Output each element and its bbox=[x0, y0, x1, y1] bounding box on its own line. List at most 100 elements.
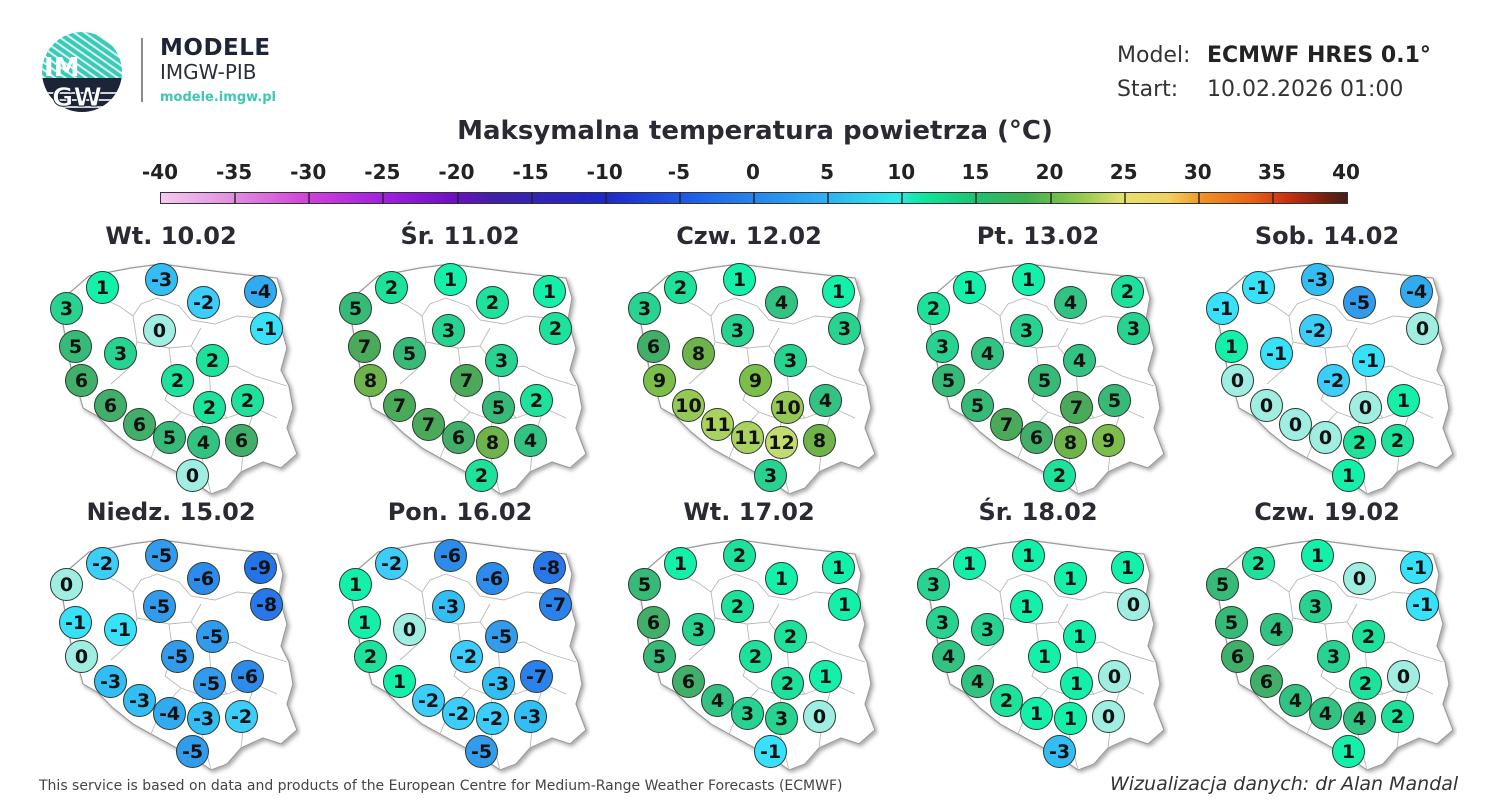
temperature-marker: 0 bbox=[1343, 562, 1376, 595]
temperature-marker: 1 bbox=[1332, 735, 1365, 768]
temperature-marker: -3 bbox=[514, 700, 547, 733]
temperature-marker: 4 bbox=[701, 684, 734, 717]
temperature-marker: -4 bbox=[244, 275, 277, 308]
temperature-marker: -2 bbox=[187, 286, 220, 319]
temperature-marker: 4 bbox=[1260, 613, 1293, 646]
temperature-marker: -3 bbox=[1301, 263, 1334, 296]
temperature-marker: 0 bbox=[1309, 421, 1342, 454]
temperature-marker: 7 bbox=[348, 330, 381, 363]
temperature-marker: 1 bbox=[1060, 667, 1093, 700]
temperature-marker: 3 bbox=[926, 606, 959, 639]
temperature-marker: -2 bbox=[1299, 314, 1332, 347]
temperature-marker: 0 bbox=[1349, 391, 1382, 424]
start-value: 10.02.2026 01:00 bbox=[1207, 76, 1404, 102]
brand-url-link[interactable]: modele.imgw.pl bbox=[160, 90, 276, 105]
day-title: Śr. 11.02 bbox=[400, 222, 520, 250]
temperature-marker: 2 bbox=[723, 539, 756, 572]
temperature-marker: 10 bbox=[771, 391, 804, 424]
temperature-marker: 2 bbox=[476, 286, 509, 319]
temperature-marker: 2 bbox=[231, 384, 264, 417]
temperature-marker: -2 bbox=[225, 700, 258, 733]
temperature-marker: 1 bbox=[1012, 263, 1045, 296]
temperature-marker: 4 bbox=[1343, 702, 1376, 735]
temperature-marker: 1 bbox=[383, 665, 416, 698]
temperature-marker: 5 bbox=[1028, 364, 1061, 397]
temperature-marker: -1 bbox=[1206, 292, 1239, 325]
brand-subtitle: IMGW-PIB bbox=[160, 60, 257, 84]
colorbar-tick-label: -25 bbox=[364, 160, 401, 184]
colorbar-tick-label: 40 bbox=[1332, 160, 1360, 184]
temperature-marker: 2 bbox=[1381, 700, 1414, 733]
temperature-marker: 6 bbox=[65, 364, 98, 397]
temperature-marker: -6 bbox=[434, 539, 467, 572]
poland-map: 1 1 3 1 1 1 0 3 3 1 1 4 4 1 0 2 1 1 0 -3 bbox=[908, 534, 1168, 784]
temperature-marker: 9 bbox=[1092, 424, 1125, 457]
temperature-marker: 7 bbox=[412, 408, 445, 441]
temperature-marker: -1 bbox=[1242, 271, 1275, 304]
temperature-marker: 5 bbox=[1098, 384, 1131, 417]
temperature-marker: 2 bbox=[1343, 426, 1376, 459]
temperature-marker: 1 bbox=[1111, 551, 1144, 584]
temperature-marker: 2 bbox=[1349, 667, 1382, 700]
temperature-marker: -2 bbox=[1317, 364, 1350, 397]
temperature-marker: 6 bbox=[225, 424, 258, 457]
temperature-marker: 6 bbox=[1250, 665, 1283, 698]
temperature-marker: 5 bbox=[628, 568, 661, 601]
colorbar-tick bbox=[901, 192, 904, 204]
temperature-marker: 7 bbox=[450, 364, 483, 397]
colorbar-tick bbox=[382, 192, 385, 204]
temperature-marker: -1 bbox=[104, 613, 137, 646]
temperature-marker: 3 bbox=[1317, 640, 1350, 673]
temperature-marker: -2 bbox=[86, 547, 119, 580]
temperature-marker: 4 bbox=[971, 337, 1004, 370]
temperature-marker: -5 bbox=[176, 735, 209, 768]
temperature-marker: 1 bbox=[1215, 330, 1248, 363]
colorbar-tick bbox=[1049, 192, 1052, 204]
temperature-marker: 2 bbox=[1111, 275, 1144, 308]
temperature-marker: 2 bbox=[161, 364, 194, 397]
temperature-marker: 4 bbox=[1279, 684, 1312, 717]
temperature-marker: -5 bbox=[465, 735, 498, 768]
temperature-marker: -3 bbox=[187, 702, 220, 735]
temperature-marker: 5 bbox=[59, 330, 92, 363]
colorbar-tick bbox=[827, 192, 830, 204]
temperature-marker: -9 bbox=[244, 551, 277, 584]
temperature-marker: -7 bbox=[520, 660, 553, 693]
temperature-marker: 2 bbox=[1043, 459, 1076, 492]
temperature-marker: 0 bbox=[1387, 660, 1420, 693]
temperature-marker: 4 bbox=[932, 640, 965, 673]
temperature-marker: 1 bbox=[1028, 640, 1061, 673]
colorbar-tick-label: 35 bbox=[1257, 160, 1286, 184]
temperature-marker: 0 bbox=[803, 700, 836, 733]
colorbar-tick-label: -15 bbox=[512, 160, 549, 184]
colorbar bbox=[160, 192, 1348, 204]
temperature-marker: 5 bbox=[1206, 568, 1239, 601]
temperature-marker: 9 bbox=[739, 364, 772, 397]
colorbar-tick bbox=[456, 192, 459, 204]
temperature-marker: -1 bbox=[250, 312, 283, 345]
logo-divider bbox=[141, 38, 143, 102]
day-title: Wt. 10.02 bbox=[105, 222, 237, 250]
chart-title: Maksymalna temperatura powietrza (°C) bbox=[457, 116, 1053, 146]
temperature-marker: 2 bbox=[664, 271, 697, 304]
temperature-marker: 0 bbox=[1250, 389, 1283, 422]
temperature-marker: -5 bbox=[145, 539, 178, 572]
temperature-marker: 8 bbox=[354, 364, 387, 397]
temperature-marker: 2 bbox=[193, 391, 226, 424]
temperature-marker: -5 bbox=[196, 620, 229, 653]
colorbar-tick-label: -30 bbox=[290, 160, 327, 184]
temperature-marker: 6 bbox=[1221, 640, 1254, 673]
temperature-marker: -6 bbox=[476, 562, 509, 595]
colorbar-tick-label: 20 bbox=[1035, 160, 1064, 184]
temperature-marker: 8 bbox=[682, 337, 715, 370]
temperature-marker: 2 bbox=[539, 312, 572, 345]
temperature-marker: 6 bbox=[1020, 421, 1053, 454]
temperature-marker: 7 bbox=[990, 408, 1023, 441]
temperature-marker: 10 bbox=[672, 389, 705, 422]
temperature-marker: 7 bbox=[1060, 391, 1093, 424]
temperature-marker: 1 bbox=[822, 275, 855, 308]
temperature-marker: 0 bbox=[1092, 700, 1125, 733]
temperature-marker: 6 bbox=[637, 330, 670, 363]
temperature-marker: 1 bbox=[1301, 539, 1334, 572]
